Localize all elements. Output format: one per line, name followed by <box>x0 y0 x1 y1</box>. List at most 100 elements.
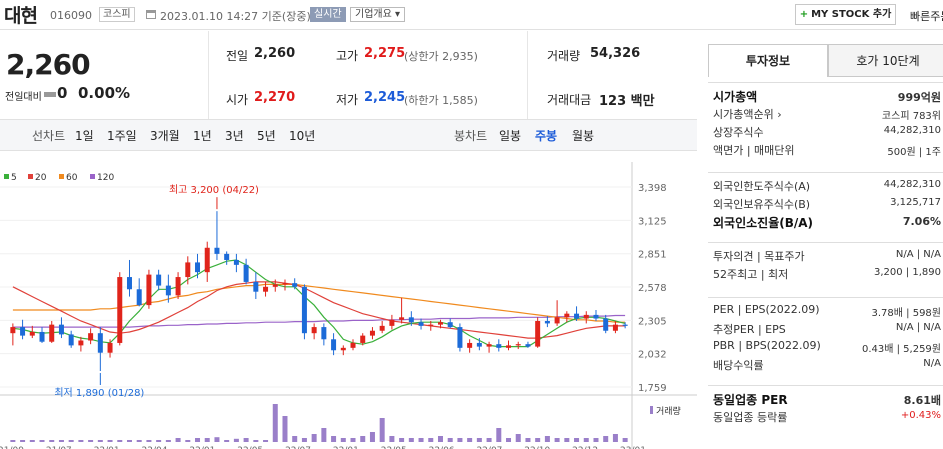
volume-bar <box>39 440 45 442</box>
candle-body <box>233 259 239 265</box>
change-rate: 0.00% <box>78 84 131 102</box>
candle-body <box>389 319 395 326</box>
info-label: 상장주식수 <box>713 126 764 139</box>
info-value: 999억원 <box>897 91 941 104</box>
ma-legend-swatch <box>90 174 95 179</box>
max-label: 최고 3,200 (04/22) <box>169 184 259 196</box>
candle-body <box>263 286 269 292</box>
tab-1w[interactable]: 1주일 <box>107 129 137 143</box>
info-value: 코스피 783위 <box>881 111 941 122</box>
info-label: 시가총액 <box>713 90 758 104</box>
tab-1d[interactable]: 1일 <box>75 129 94 143</box>
candle-body <box>350 342 356 348</box>
volume-bar <box>428 438 434 442</box>
volume-bar <box>331 436 337 442</box>
tab-daily[interactable]: 일봉 <box>499 129 522 143</box>
candle-body <box>156 274 162 286</box>
x-tick-label: 21/07 <box>46 446 72 449</box>
candle-body <box>68 334 74 346</box>
tab-3y[interactable]: 3년 <box>225 129 244 143</box>
candle-body <box>525 344 531 347</box>
candle-body <box>10 327 16 334</box>
candle-body <box>574 313 580 319</box>
candle-body <box>340 347 346 351</box>
candle-body <box>331 339 337 351</box>
candle-body <box>88 333 94 341</box>
volume-bar <box>156 440 162 442</box>
volume-bar <box>360 436 366 442</box>
candle-body <box>622 324 628 326</box>
candle-body <box>476 342 482 347</box>
ma-legend-label: 120 <box>97 173 114 183</box>
candle-body <box>282 283 288 285</box>
volume-bar <box>408 438 414 442</box>
volume-bar <box>126 440 132 442</box>
current-price: 2,260 <box>6 48 91 81</box>
volume-legend-label: 거래량 <box>656 405 681 417</box>
candle-body <box>49 324 55 342</box>
ma60-line <box>12 283 626 323</box>
candle-body <box>29 331 35 336</box>
info-label: 외국인보유주식수(B) <box>713 198 811 211</box>
info-value: +0.43% <box>900 410 941 421</box>
info-value: 8.61배 <box>903 394 941 407</box>
volume-bar <box>340 438 346 442</box>
upper-limit: (상한가 2,935) <box>404 50 478 63</box>
amount-label: 거래대금 <box>547 93 592 107</box>
add-mystock-label: MY STOCK 추가 <box>811 9 892 20</box>
divider <box>527 31 528 119</box>
volume-bar <box>146 440 152 442</box>
info-value: 3,200 | 1,890 <box>874 267 941 278</box>
prev-close-value: 2,260 <box>254 46 296 61</box>
volume-bar <box>165 440 171 442</box>
tab-invest-info[interactable]: 투자정보 <box>708 44 828 77</box>
info-value: N/A | N/A <box>895 249 941 260</box>
tab-orderbook[interactable]: 호가 10단계 <box>828 44 943 77</box>
candle-body <box>301 286 307 334</box>
price-chart[interactable]: 3,398 3,125 2,851 2,578 2,305 2,032 1,759 5 20 60… <box>0 152 697 449</box>
volume-bar <box>253 440 259 442</box>
volume-bar <box>301 438 307 442</box>
x-tick-label: 21/09 <box>0 446 24 449</box>
y-tick-label: 2,032 <box>638 350 667 361</box>
stock-name: 대현 <box>4 5 38 27</box>
volume-bar <box>214 437 220 442</box>
candle-body <box>437 322 443 325</box>
add-mystock-button[interactable]: + MY STOCK 추가 <box>795 4 896 25</box>
info-label: 동일업종 PER <box>713 393 788 407</box>
tab-weekly[interactable]: 주봉 <box>535 129 558 143</box>
info-label: PBR | BPS(2022.09) <box>713 339 821 352</box>
volume-bar <box>175 438 181 442</box>
quote-datetime: 2023.01.10 14:27 기준(장중) <box>160 10 311 23</box>
candle-body <box>486 344 492 347</box>
company-overview-button[interactable]: 기업개요 ▾ <box>350 7 405 22</box>
volume-value: 54,326 <box>590 46 641 61</box>
low-label: 저가 <box>336 93 359 107</box>
x-tick-label: 22/04 <box>142 446 168 449</box>
volume-bar <box>574 438 580 442</box>
candle-body <box>554 317 560 324</box>
info-label: 외국인한도주식수(A) <box>713 180 811 193</box>
x-tick-label: 22/06 <box>429 446 455 449</box>
stock-code: 016090 <box>50 9 92 22</box>
tab-monthly[interactable]: 월봉 <box>572 129 595 143</box>
info-label[interactable]: 시가총액순위 › <box>713 108 782 121</box>
candle-chart-label: 봉차트 <box>454 129 488 143</box>
y-tick-label: 3,125 <box>638 216 667 227</box>
tab-10y[interactable]: 10년 <box>289 129 316 143</box>
realtime-badge[interactable]: 실시간 <box>310 7 346 22</box>
fast-order-link[interactable]: 빠른주문 <box>910 10 943 23</box>
candle-body <box>603 318 609 331</box>
info-label: 추정PER | EPS <box>713 323 786 336</box>
candle-body <box>243 264 249 282</box>
x-tick-label: 22/05 <box>237 446 263 449</box>
y-tick-label: 2,851 <box>638 250 667 261</box>
volume-bar <box>10 440 16 442</box>
tab-5y[interactable]: 5년 <box>257 129 276 143</box>
tab-1y[interactable]: 1년 <box>193 129 212 143</box>
volume-bar <box>457 438 463 442</box>
volume-bar <box>272 404 278 442</box>
candle-body <box>39 331 45 342</box>
tab-3m[interactable]: 3개월 <box>150 129 180 143</box>
ma-legend-swatch <box>4 174 9 179</box>
